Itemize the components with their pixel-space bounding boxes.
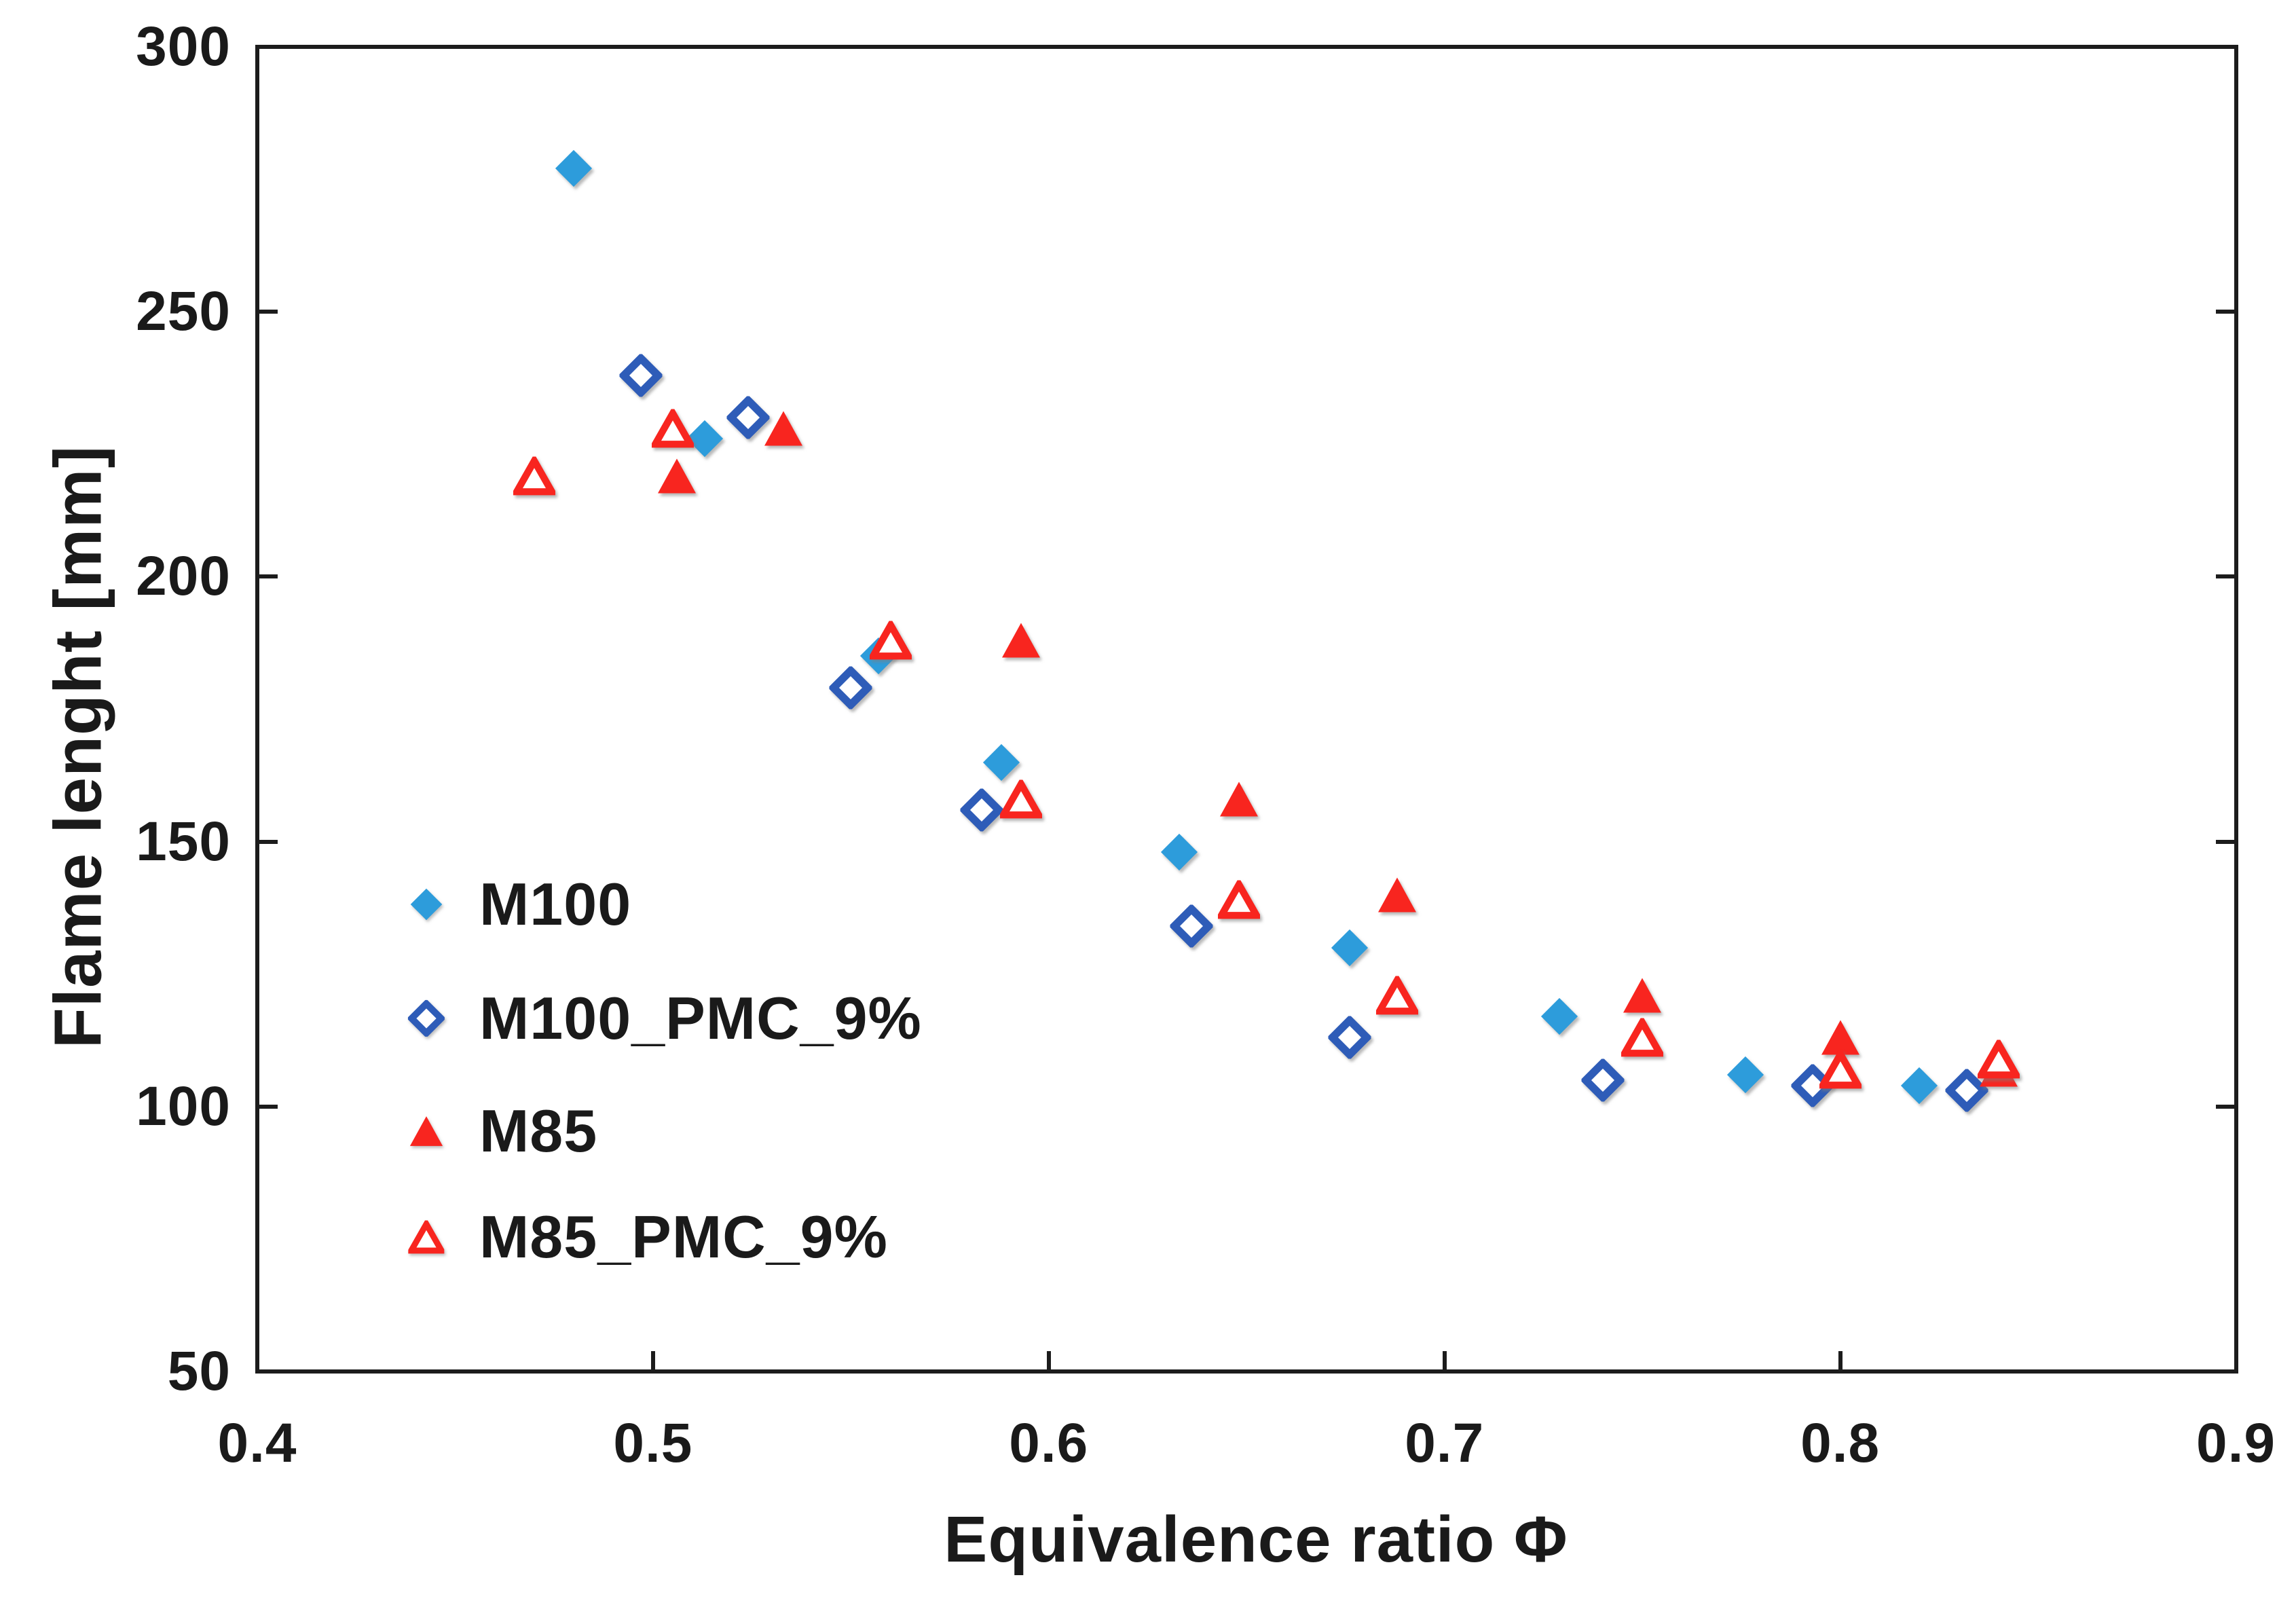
marker-m85-pmc-9 xyxy=(1373,973,1421,1015)
marker-m85 xyxy=(1622,976,1663,1014)
marker-m100 xyxy=(1330,928,1369,968)
diamond-open-legend-icon xyxy=(407,999,446,1038)
marker-m100-pmc-9 xyxy=(1327,1014,1373,1061)
marker-m85-pmc-9 xyxy=(1975,1036,2022,1078)
marker-m100-pmc-9 xyxy=(618,352,664,399)
legend-label: M85 xyxy=(479,1097,598,1164)
x-tick-mark xyxy=(1838,1351,1843,1371)
x-axis-title: Equivalence ratio Φ xyxy=(944,1503,1568,1576)
marker-m85-pmc-9 xyxy=(649,406,697,448)
marker-m100 xyxy=(554,149,593,188)
triangle-filled-legend-icon xyxy=(409,1115,444,1147)
x-tick-mark xyxy=(1046,1351,1051,1371)
x-tick-label: 0.7 xyxy=(1405,1412,1485,1474)
marker-m85 xyxy=(1219,781,1259,818)
marker-m100-pmc-9 xyxy=(1580,1057,1626,1103)
y-axis-title: Flame lenght [mm] xyxy=(40,445,115,1049)
x-tick-label: 0.5 xyxy=(613,1412,693,1474)
y-tick-mark xyxy=(2215,839,2236,844)
marker-m85 xyxy=(656,458,697,495)
marker-m85-pmc-9 xyxy=(997,777,1045,819)
marker-m85 xyxy=(1001,622,1041,659)
y-tick-label: 100 xyxy=(136,1075,231,1137)
marker-m85 xyxy=(1820,1019,1861,1056)
legend-label: M85_PMC_9% xyxy=(479,1203,888,1270)
y-tick-mark xyxy=(257,839,278,844)
plot-area xyxy=(255,45,2238,1374)
y-tick-mark xyxy=(257,310,278,314)
marker-m85-pmc-9 xyxy=(866,618,914,660)
x-tick-label: 0.4 xyxy=(217,1412,297,1474)
y-tick-mark xyxy=(2215,574,2236,579)
marker-m100 xyxy=(1160,832,1199,872)
marker-m100 xyxy=(1900,1066,1939,1105)
y-tick-mark xyxy=(2215,310,2236,314)
marker-m100-pmc-9 xyxy=(828,665,874,711)
marker-m85-pmc-9 xyxy=(511,454,558,496)
marker-m100-pmc-9 xyxy=(959,787,1005,833)
y-tick-label: 150 xyxy=(136,810,231,872)
y-tick-label: 250 xyxy=(136,280,231,343)
marker-m100 xyxy=(1726,1055,1765,1094)
marker-m100 xyxy=(1540,997,1579,1036)
y-tick-label: 200 xyxy=(136,545,231,608)
marker-m100-pmc-9 xyxy=(725,394,771,441)
y-tick-label: 50 xyxy=(167,1340,231,1402)
y-tick-mark xyxy=(257,1104,278,1109)
x-tick-label: 0.8 xyxy=(1800,1412,1881,1474)
marker-m100 xyxy=(982,743,1021,782)
x-tick-label: 0.6 xyxy=(1009,1412,1089,1474)
marker-m85 xyxy=(763,409,804,447)
y-tick-mark xyxy=(2215,1104,2236,1109)
marker-m85-pmc-9 xyxy=(1215,877,1263,919)
x-tick-mark xyxy=(650,1351,655,1371)
marker-m100-pmc-9 xyxy=(1944,1068,1990,1113)
marker-m85-pmc-9 xyxy=(1618,1015,1666,1057)
legend-label: M100_PMC_9% xyxy=(479,984,922,1052)
marker-m100-pmc-9 xyxy=(1168,904,1215,949)
x-tick-mark xyxy=(1442,1351,1447,1371)
x-tick-label: 0.9 xyxy=(2196,1412,2276,1474)
y-tick-mark xyxy=(257,574,278,579)
marker-m85 xyxy=(1377,876,1418,913)
y-tick-label: 300 xyxy=(136,16,231,77)
legend-label: M100 xyxy=(479,870,632,938)
marker-m85-pmc-9 xyxy=(1816,1047,1864,1089)
marker-m100 xyxy=(685,419,724,458)
diamond-filled-legend-icon xyxy=(409,887,443,921)
triangle-open-legend-icon xyxy=(406,1217,447,1254)
